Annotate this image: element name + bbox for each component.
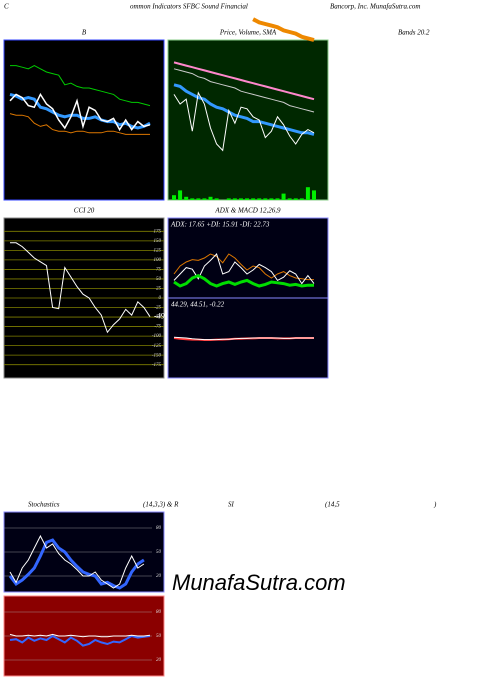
volume-bar bbox=[257, 198, 262, 200]
panel-title: Price, Volume, SMA bbox=[219, 29, 277, 37]
y-tick-label: -100 bbox=[152, 334, 162, 339]
watermark: MunafaSutra.com bbox=[172, 570, 346, 595]
bands-label: Bands 20.2 bbox=[398, 29, 430, 37]
y-tick-label: 20 bbox=[156, 658, 162, 663]
panel-title: ADX & MACD 12,26,9 bbox=[214, 207, 281, 215]
line bbox=[252, 17, 315, 42]
panel-title: B bbox=[82, 29, 87, 37]
volume-bar bbox=[293, 198, 298, 200]
y-tick-label: -25 bbox=[154, 306, 161, 311]
panel-title: Stochastics bbox=[28, 501, 60, 509]
y-tick-label: 0 bbox=[159, 296, 162, 301]
panel-title: CCI 20 bbox=[74, 207, 95, 215]
volume-bar bbox=[196, 198, 201, 200]
volume-bar bbox=[312, 190, 316, 200]
y-tick-label: 50 bbox=[156, 550, 162, 555]
volume-bar bbox=[184, 196, 189, 200]
line bbox=[173, 273, 314, 288]
y-tick-label: 175 bbox=[154, 229, 162, 234]
line bbox=[10, 65, 151, 107]
volume-bar bbox=[226, 198, 231, 200]
y-tick-label: 50 bbox=[156, 277, 162, 282]
volume-bar bbox=[263, 198, 268, 200]
volume-bar bbox=[178, 190, 183, 200]
y-tick-label: 25 bbox=[156, 287, 162, 292]
y-tick-label: 20 bbox=[156, 574, 162, 579]
y-tick-label: 75 bbox=[156, 268, 162, 273]
panel-title: (14,5 bbox=[325, 501, 340, 509]
volume-bar bbox=[214, 198, 219, 200]
volume-bar bbox=[202, 198, 207, 200]
y-tick-label: 125 bbox=[154, 249, 162, 254]
line bbox=[173, 61, 315, 101]
header-right: Bancorp, Inc. MunafaSutra.com bbox=[330, 3, 420, 11]
volume-bar bbox=[299, 198, 304, 200]
y-tick-label: -75 bbox=[154, 325, 161, 330]
y-tick-label: -175 bbox=[152, 363, 162, 368]
y-tick-label: 50 bbox=[156, 634, 162, 639]
volume-bar bbox=[238, 198, 243, 200]
annotation: 44.29, 44.51, -0.22 bbox=[171, 301, 225, 309]
panel bbox=[3, 39, 165, 201]
volume-bar bbox=[305, 187, 310, 200]
line bbox=[9, 113, 150, 135]
panel-title: SI bbox=[228, 501, 235, 509]
volume-bar bbox=[172, 195, 176, 200]
y-tick-label: -125 bbox=[152, 344, 162, 349]
line bbox=[9, 92, 151, 132]
volume-bar bbox=[275, 198, 280, 200]
line bbox=[173, 253, 314, 281]
line bbox=[173, 336, 314, 341]
y-tick-label: 150 bbox=[154, 239, 162, 244]
line bbox=[9, 534, 145, 589]
line bbox=[173, 91, 315, 152]
panel-title: ) bbox=[433, 501, 437, 509]
line bbox=[9, 633, 151, 638]
y-tick-label: 100 bbox=[154, 258, 162, 263]
volume-bar bbox=[190, 198, 195, 200]
volume-bar bbox=[245, 198, 250, 200]
line bbox=[8, 538, 145, 590]
volume-bar bbox=[269, 198, 274, 200]
line bbox=[9, 634, 151, 647]
volume-bar bbox=[251, 198, 256, 200]
value-label: -49 bbox=[154, 311, 165, 320]
volume-bar bbox=[208, 196, 213, 200]
volume-bar bbox=[281, 193, 286, 200]
y-tick-label: 80 bbox=[156, 526, 162, 531]
y-tick-label: 80 bbox=[156, 610, 162, 615]
y-tick-label: -50 bbox=[154, 315, 161, 320]
volume-bar bbox=[232, 198, 237, 200]
line bbox=[10, 242, 151, 334]
header-left: C bbox=[4, 3, 9, 11]
line bbox=[173, 68, 315, 113]
annotation: ADX: 17.65 +DI: 15.91 -DI: 22.73 bbox=[170, 221, 270, 229]
y-tick-label: -150 bbox=[152, 353, 162, 358]
volume-bar bbox=[287, 198, 292, 200]
panel-title: (14,3,3) & R bbox=[143, 501, 179, 509]
header-middle: ommon Indicators SFBC Sound Financial bbox=[130, 3, 248, 11]
